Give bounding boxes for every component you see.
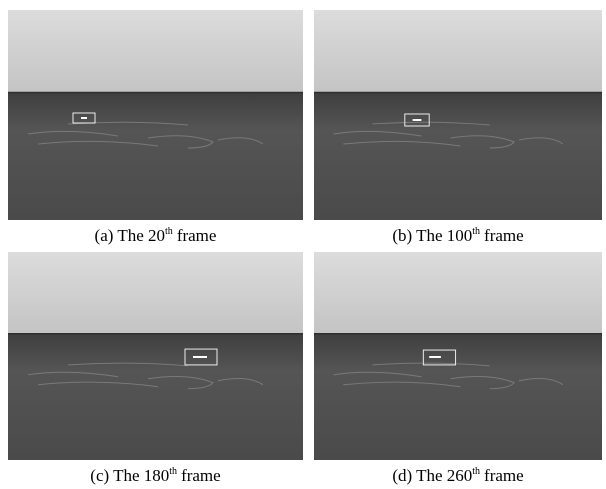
caption-superscript: th — [165, 226, 173, 237]
caption-superscript: th — [472, 466, 480, 477]
caption-suffix: frame — [177, 226, 217, 245]
frame-image — [8, 252, 303, 460]
caption-text: (c) The 180 — [90, 466, 169, 485]
caption-suffix: frame — [484, 226, 524, 245]
frame-image — [314, 10, 602, 220]
figure: (a) The 20thframe (b) The 100thframe (c)… — [0, 0, 606, 489]
caption-superscript: th — [472, 226, 480, 237]
caption-suffix: frame — [484, 466, 524, 485]
caption-suffix: frame — [181, 466, 221, 485]
frame-image — [8, 10, 303, 220]
caption-text: (a) The 20 — [95, 226, 166, 245]
caption-text: (b) The 100 — [392, 226, 472, 245]
caption-superscript: th — [169, 466, 177, 477]
caption-text: (d) The 260 — [392, 466, 472, 485]
frame-image — [314, 252, 602, 460]
